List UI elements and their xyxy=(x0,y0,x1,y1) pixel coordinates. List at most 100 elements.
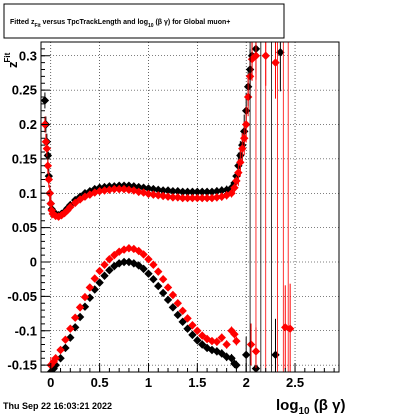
data-point xyxy=(232,360,241,370)
data-point xyxy=(238,144,247,153)
data-point xyxy=(41,137,51,146)
data-point xyxy=(178,306,187,316)
data-point xyxy=(85,190,95,199)
data-point xyxy=(149,184,158,194)
data-point xyxy=(241,120,251,129)
data-point xyxy=(75,312,85,322)
data-point xyxy=(149,260,158,269)
data-point xyxy=(95,186,104,196)
data-point xyxy=(95,266,104,276)
data-point xyxy=(188,193,197,203)
data-point xyxy=(129,244,139,254)
data-point xyxy=(70,323,80,332)
data-point xyxy=(90,188,99,197)
data-point xyxy=(60,208,69,218)
data-point xyxy=(110,184,119,194)
data-point xyxy=(119,245,129,254)
data-point xyxy=(129,259,139,268)
y-axis-title: zFit xyxy=(3,52,20,68)
data-point xyxy=(222,191,231,200)
data-point xyxy=(222,352,231,362)
data-point xyxy=(100,260,109,269)
data-point xyxy=(41,96,50,105)
title-prefix-sub: Fit xyxy=(35,23,41,29)
data-point xyxy=(43,151,53,160)
data-point xyxy=(178,187,187,197)
data-point xyxy=(193,187,202,197)
data-point xyxy=(240,134,249,143)
data-point xyxy=(168,186,178,196)
data-point xyxy=(227,354,236,363)
data-point xyxy=(202,193,212,203)
data-point xyxy=(100,271,109,280)
data-point xyxy=(149,274,158,284)
data-point xyxy=(56,345,65,355)
data-point xyxy=(188,321,197,330)
data-point xyxy=(54,212,63,221)
data-point xyxy=(173,193,182,202)
data-point xyxy=(188,330,197,340)
data-point xyxy=(80,292,90,302)
data-point xyxy=(230,183,239,192)
data-point xyxy=(232,336,241,346)
data-point xyxy=(129,186,139,195)
y-tick-label: -0.15 xyxy=(7,358,37,373)
data-point xyxy=(70,313,80,322)
data-point xyxy=(61,335,70,344)
chart-title: Fitted zFit versus TpcTrackLength and lo… xyxy=(10,19,230,29)
data-point xyxy=(230,329,239,339)
data-point xyxy=(198,193,207,203)
data-point xyxy=(183,314,192,323)
data-point xyxy=(75,303,85,312)
y-tick-label: 0.1 xyxy=(19,186,37,201)
data-point xyxy=(154,267,163,276)
data-point xyxy=(110,261,119,271)
data-point xyxy=(193,336,202,345)
data-point xyxy=(246,340,256,349)
data-point xyxy=(173,310,182,320)
data-point xyxy=(51,354,60,363)
x-tick-label: 1 xyxy=(145,375,152,390)
data-point xyxy=(44,175,54,184)
data-point xyxy=(46,199,55,208)
data-point xyxy=(61,343,70,353)
data-point xyxy=(70,198,80,208)
title-log-sub: 10 xyxy=(148,23,154,29)
x-axis-label-tail: (β γ) xyxy=(310,397,346,414)
title-box xyxy=(3,3,285,39)
data-point xyxy=(63,206,72,215)
data-point xyxy=(178,193,187,203)
x-axis-label-sub: 10 xyxy=(299,406,311,414)
data-point xyxy=(276,48,285,57)
data-point xyxy=(80,192,90,201)
y-tick-label: 0.25 xyxy=(12,83,37,98)
x-tick-label: 2 xyxy=(243,375,250,390)
data-point xyxy=(163,283,173,292)
data-point xyxy=(168,303,178,312)
y-axis-label-main: z xyxy=(5,61,20,68)
data-point xyxy=(119,184,129,194)
data-point xyxy=(173,299,182,308)
y-tick-label: 0.05 xyxy=(12,220,37,235)
x-tick-label: 1.5 xyxy=(188,375,206,390)
data-point xyxy=(66,202,75,212)
data-point xyxy=(202,334,212,344)
data-point xyxy=(183,324,192,333)
data-point xyxy=(114,184,124,194)
y-tick-label: -0.05 xyxy=(7,289,37,304)
data-point xyxy=(66,324,75,333)
x-tick-label: 0 xyxy=(47,375,54,390)
data-point xyxy=(222,185,231,195)
data-point xyxy=(95,278,104,287)
data-point xyxy=(168,290,178,300)
y-tick-label: 0.2 xyxy=(19,117,37,132)
data-point xyxy=(85,283,95,292)
data-point xyxy=(158,288,168,298)
data-point xyxy=(154,191,163,200)
data-point xyxy=(144,189,153,199)
x-axis-title: log10 (β γ) xyxy=(276,397,345,414)
data-point xyxy=(202,187,212,197)
data-point xyxy=(243,92,253,102)
data-point xyxy=(119,257,129,267)
y-axis-label-sub: Fit xyxy=(3,52,12,62)
